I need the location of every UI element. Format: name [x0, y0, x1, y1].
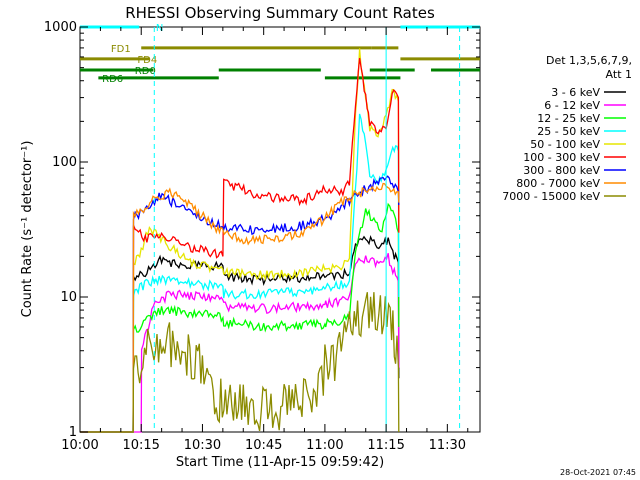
legend-label: 100 - 300 keV	[523, 151, 600, 164]
x-tick-label: 11:00	[306, 438, 343, 453]
legend-header-line-1: Det 1,3,5,6,7,9,	[546, 54, 632, 67]
flag-label-rd0: RD0	[135, 66, 156, 77]
data-series	[80, 48, 400, 433]
flag-label-fd4: FD4	[137, 55, 157, 66]
chart-title: RHESSI Observing Summary Count Rates	[125, 4, 435, 22]
series-line-7	[80, 182, 400, 433]
legend-header-line-2: Att 1	[606, 68, 632, 81]
x-tick-label: 11:15	[367, 438, 404, 453]
x-tick-label: 10:30	[184, 438, 221, 453]
footer-timestamp: 28-Oct-2021 07:45	[560, 468, 636, 477]
x-tick-label: 10:00	[61, 438, 98, 453]
y-axis-label: Count Rate (s⁻¹ detector⁻¹)	[20, 141, 35, 318]
legend-label: 6 - 12 keV	[544, 99, 600, 112]
x-axis-ticks: 10:00 10:15 10:30 10:45 11:00 11:15 11:30	[61, 27, 469, 453]
flag-label-n: N	[156, 23, 163, 34]
y-tick-label: 10	[60, 290, 77, 305]
y-tick-label: 1000	[44, 20, 77, 35]
time-markers	[153, 27, 461, 432]
flag-label-fd1: FD1	[111, 44, 131, 55]
y-tick-label: 100	[52, 155, 77, 170]
x-axis-label: Start Time (11-Apr-15 09:59:42)	[176, 455, 384, 470]
y-axis-ticks: 1 10 100 1000	[44, 20, 480, 440]
legend-label: 800 - 7000 keV	[516, 177, 600, 190]
series-line-1	[80, 253, 400, 433]
legend-label: 25 - 50 keV	[537, 125, 600, 138]
x-tick-label: 11:30	[429, 438, 466, 453]
legend-label: 300 - 800 keV	[523, 164, 600, 177]
series-line-8	[80, 292, 400, 433]
legend-label: 50 - 100 keV	[530, 138, 600, 151]
legend-label: 3 - 6 keV	[551, 86, 600, 99]
series-line-5	[80, 57, 400, 433]
flag-label-rd6: RD6	[102, 74, 123, 85]
x-tick-label: 10:15	[122, 438, 159, 453]
x-tick-label: 10:45	[245, 438, 282, 453]
legend-label: 7000 - 15000 keV	[502, 190, 600, 203]
y-tick-label: 1	[69, 425, 77, 440]
legend-label: 12 - 25 keV	[537, 112, 600, 125]
plot-frame	[79, 26, 481, 433]
